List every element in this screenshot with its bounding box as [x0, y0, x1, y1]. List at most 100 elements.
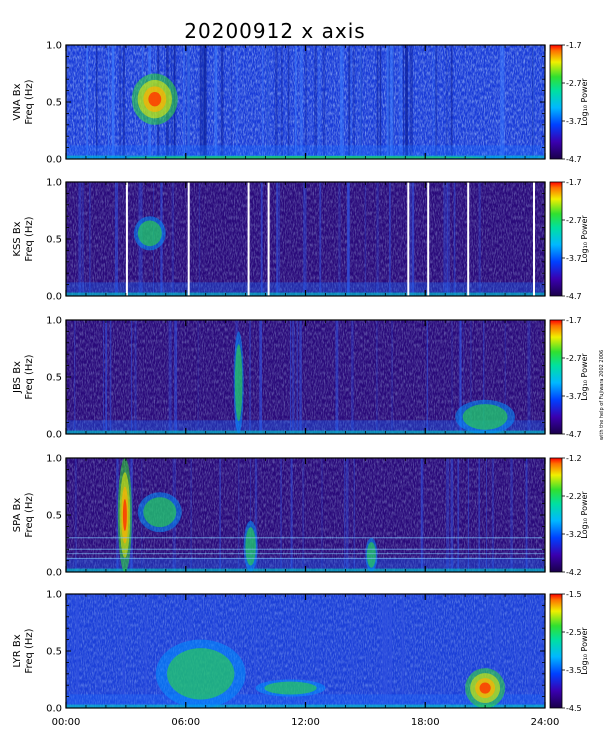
spectrogram-streak [317, 45, 321, 159]
spectrogram-streak [201, 45, 204, 159]
spectrogram-streak [280, 45, 283, 159]
colorbar-tick-label: -4.7 [566, 430, 582, 439]
spectrogram-streak [355, 594, 358, 708]
spectrogram-streak [204, 45, 207, 159]
spectrogram-streak [389, 182, 391, 296]
spectrogram-streak [386, 594, 389, 708]
spectrogram-streak [390, 45, 392, 159]
y-tick-label: 0.5 [46, 373, 62, 384]
y-tick-label: 0.0 [46, 155, 62, 166]
y-tick-label: 1.0 [46, 316, 62, 327]
spectrogram-streak [348, 45, 349, 159]
spectrogram-streak [453, 182, 456, 296]
spectrogram-streak [450, 458, 454, 572]
colorbar [549, 319, 563, 435]
panel-vna: 1.0 0.5 0.0 VNA Bx Freq (Hz) -1.7 -2.7 -3.7 -4.7… [12, 41, 589, 166]
spectrogram-streak [420, 458, 422, 572]
spectrogram-streak [263, 594, 265, 708]
colorbar [549, 593, 563, 709]
spectrogram-streak [266, 45, 270, 159]
spectrogram-streak [287, 45, 290, 159]
data-gap-line [247, 182, 250, 296]
colorbar-tick-label: -4.2 [566, 568, 582, 577]
colorbar-tick-label: -4.7 [566, 155, 582, 164]
spectrogram-streak [379, 45, 382, 159]
spectrogram-streak [261, 45, 264, 159]
spectrogram-streak [109, 320, 112, 434]
spectrogram-streak [409, 45, 413, 159]
colorbar-tick-label: -3.7 [566, 117, 582, 126]
spectrogram-streak [353, 458, 355, 572]
spectrogram-streak [451, 320, 453, 434]
spectrogram-streak [384, 594, 388, 708]
spectrogram-streak [238, 458, 240, 572]
spectrogram-streak [96, 594, 98, 708]
colorbar [549, 44, 563, 160]
y-tick-label: 0.5 [46, 98, 62, 109]
spectrogram-streak [250, 458, 252, 572]
panel-spa: 1.0 0.5 0.0 SPA Bx Freq (Hz) -1.2 -2.2 -3.2 -4.2… [12, 454, 589, 579]
spectrogram-streak [446, 182, 448, 296]
spectrogram-streak [391, 45, 394, 159]
spectrogram-noise [66, 458, 545, 572]
spectrogram-streak [249, 320, 251, 434]
spectrogram-streak [500, 45, 503, 159]
y-axis-label-unit: Freq (Hz) [24, 79, 35, 124]
spectrogram-streak [434, 45, 438, 159]
spectrogram-streak [291, 320, 295, 434]
spectrogram-streak [413, 594, 415, 708]
spectrogram-streak [344, 458, 345, 572]
spectrogram-streak [96, 45, 98, 159]
panel-lyr: 1.0 0.5 0.0 LYR Bx Freq (Hz) -1.5 -2.5 -3.5 -4.5… [12, 590, 589, 715]
spectrogram-streak [276, 182, 279, 296]
colorbar-label: Log₁₀ Power [580, 215, 589, 263]
spectrogram-streak [533, 45, 535, 159]
colorbar-tick-label: -1.7 [566, 316, 582, 325]
spectrogram-streak [360, 45, 363, 159]
spectrogram-streak [219, 458, 221, 572]
spectrogram-streak [274, 45, 278, 159]
x-tick-label: 12:00 [291, 717, 320, 728]
spectrogram-streak [459, 320, 462, 434]
spectrogram-streak [335, 320, 339, 434]
colorbar-tick-label: -1.7 [566, 178, 582, 187]
spectrogram-streak [171, 182, 174, 296]
colorbar-tick-label: -2.7 [566, 354, 582, 363]
spectral-feature-core [245, 527, 256, 566]
y-tick-label: 0.0 [46, 430, 62, 441]
spectrogram-streak [75, 594, 79, 708]
data-gap-line [125, 182, 128, 296]
spectrogram-streak [482, 320, 485, 434]
spectrogram-streak [199, 45, 202, 159]
colorbar-label: Log₁₀ Power [580, 627, 589, 675]
spectrogram-streak [495, 594, 498, 708]
spectrogram-streak [491, 458, 494, 572]
data-gap-line [467, 182, 470, 296]
spectrogram-streak [376, 182, 379, 296]
y-axis-label-station: KSS Bx [12, 221, 23, 256]
y-axis-label-unit: Freq (Hz) [24, 216, 35, 261]
spectrogram-streak [305, 594, 308, 708]
spectrogram-streak [486, 458, 487, 572]
colorbar-tick-label: -2.7 [566, 216, 582, 225]
y-axis-label-unit: Freq (Hz) [24, 354, 35, 399]
spectrogram-streak [74, 320, 76, 434]
colorbar-tick-label: -2.2 [566, 492, 582, 501]
colorbar-tick-label: -1.7 [566, 41, 582, 50]
spectrogram-streak [495, 594, 498, 708]
spectrogram-streak [186, 45, 188, 159]
spectrogram-streak [379, 594, 382, 708]
spectrogram-streak [314, 45, 317, 159]
spectrogram-streak [321, 458, 323, 572]
spectrogram-streak [398, 45, 402, 159]
spectrogram-streak [478, 182, 481, 296]
spectrogram-streak [401, 594, 405, 708]
spectrogram-streak [391, 320, 393, 434]
colorbar-tick-label: -2.5 [566, 628, 582, 637]
y-axis-label-station: VNA Bx [12, 83, 23, 120]
spectrogram-streak [317, 594, 320, 708]
spectrogram-streak [190, 458, 192, 572]
spectrogram-streak [514, 594, 517, 708]
x-tick-label: 06:00 [171, 717, 200, 728]
